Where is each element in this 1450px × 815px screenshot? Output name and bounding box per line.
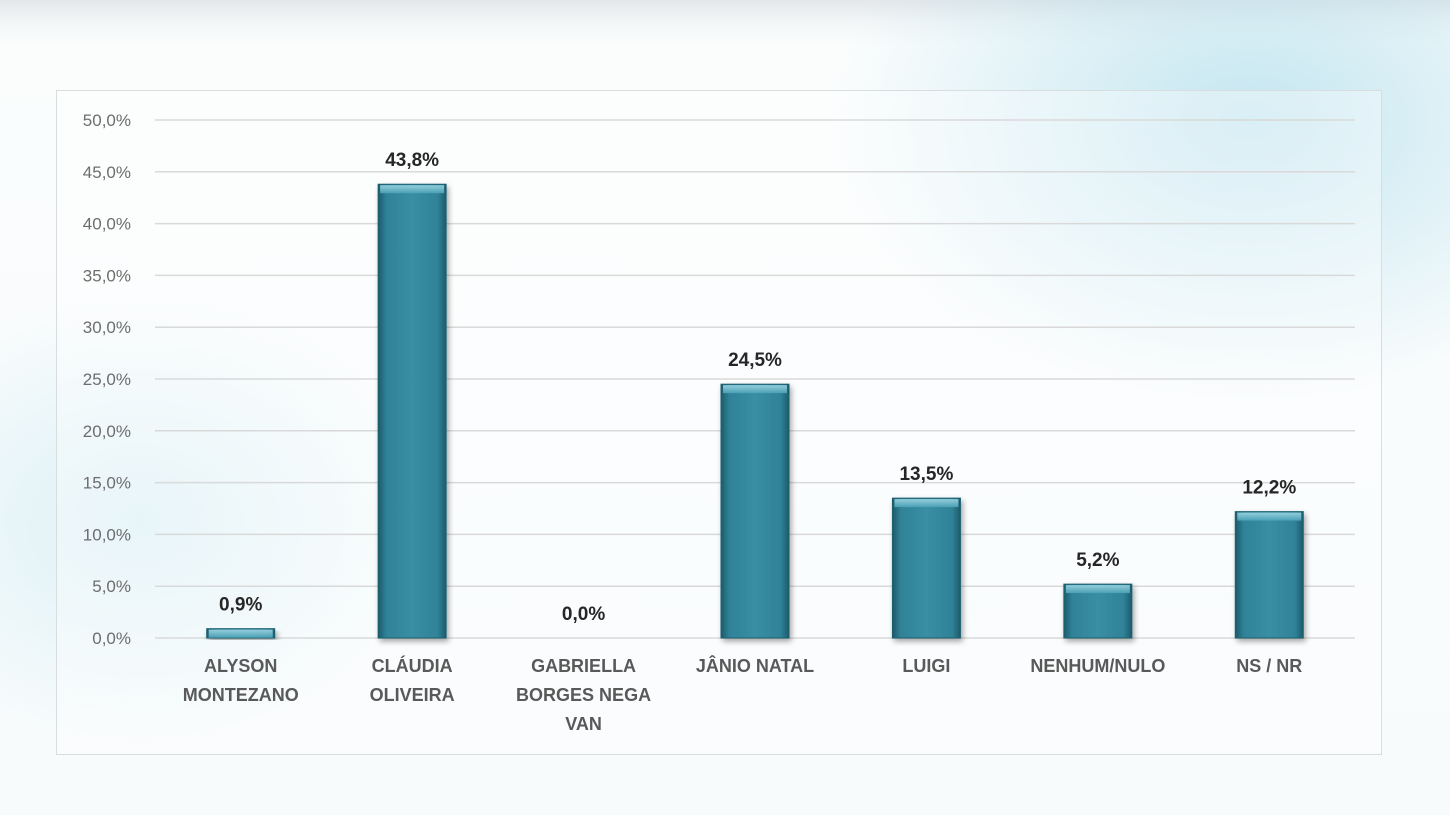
- y-tick-label: 40,0%: [83, 215, 131, 234]
- y-tick-label: 45,0%: [83, 163, 131, 182]
- y-tick-label: 20,0%: [83, 422, 131, 441]
- y-tick-label: 0,0%: [92, 629, 131, 648]
- bar: [1063, 583, 1133, 639]
- x-tick-label: JÂNIO NATAL: [695, 656, 815, 676]
- bar: [206, 628, 276, 639]
- y-tick-label: 35,0%: [83, 266, 131, 285]
- data-labels: 0,9% 43,8% 0,0% 24,5% 13,5% 5,2% 12,2%: [219, 150, 1296, 625]
- data-label: 0,0%: [562, 604, 605, 625]
- y-tick-label: 30,0%: [83, 318, 131, 337]
- x-tick-label: CLÁUDIA OLIVEIRA: [369, 656, 455, 705]
- x-tick-label: GABRIELLA BORGES NEGA VAN: [516, 656, 652, 734]
- data-label: 0,9%: [219, 595, 262, 616]
- y-axis: 0,0% 5,0% 10,0% 15,0% 20,0% 25,0% 30,0% 35,0% 40…: [83, 111, 131, 648]
- x-tick-label: NENHUM/NULO: [1030, 656, 1166, 676]
- bar: [891, 497, 961, 639]
- x-tick-label: LUIGI: [902, 656, 951, 676]
- bar: [1234, 511, 1304, 639]
- data-label: 13,5%: [899, 464, 953, 485]
- x-tick-label: ALYSON MONTEZANO: [182, 656, 299, 705]
- data-label: 43,8%: [385, 150, 439, 171]
- x-tick-label: NS / NR: [1236, 656, 1303, 676]
- bar: [377, 183, 447, 639]
- y-tick-label: 10,0%: [83, 525, 131, 544]
- data-label: 24,5%: [728, 350, 782, 371]
- y-tick-label: 50,0%: [83, 111, 131, 130]
- bars: [206, 183, 1304, 639]
- y-tick-label: 25,0%: [83, 370, 131, 389]
- gridlines: [155, 119, 1355, 639]
- data-label: 5,2%: [1076, 550, 1119, 571]
- data-label: 12,2%: [1242, 478, 1296, 499]
- y-tick-label: 15,0%: [83, 474, 131, 493]
- chart-frame: [56, 90, 1382, 755]
- y-tick-label: 5,0%: [92, 577, 131, 596]
- bar: [720, 383, 790, 639]
